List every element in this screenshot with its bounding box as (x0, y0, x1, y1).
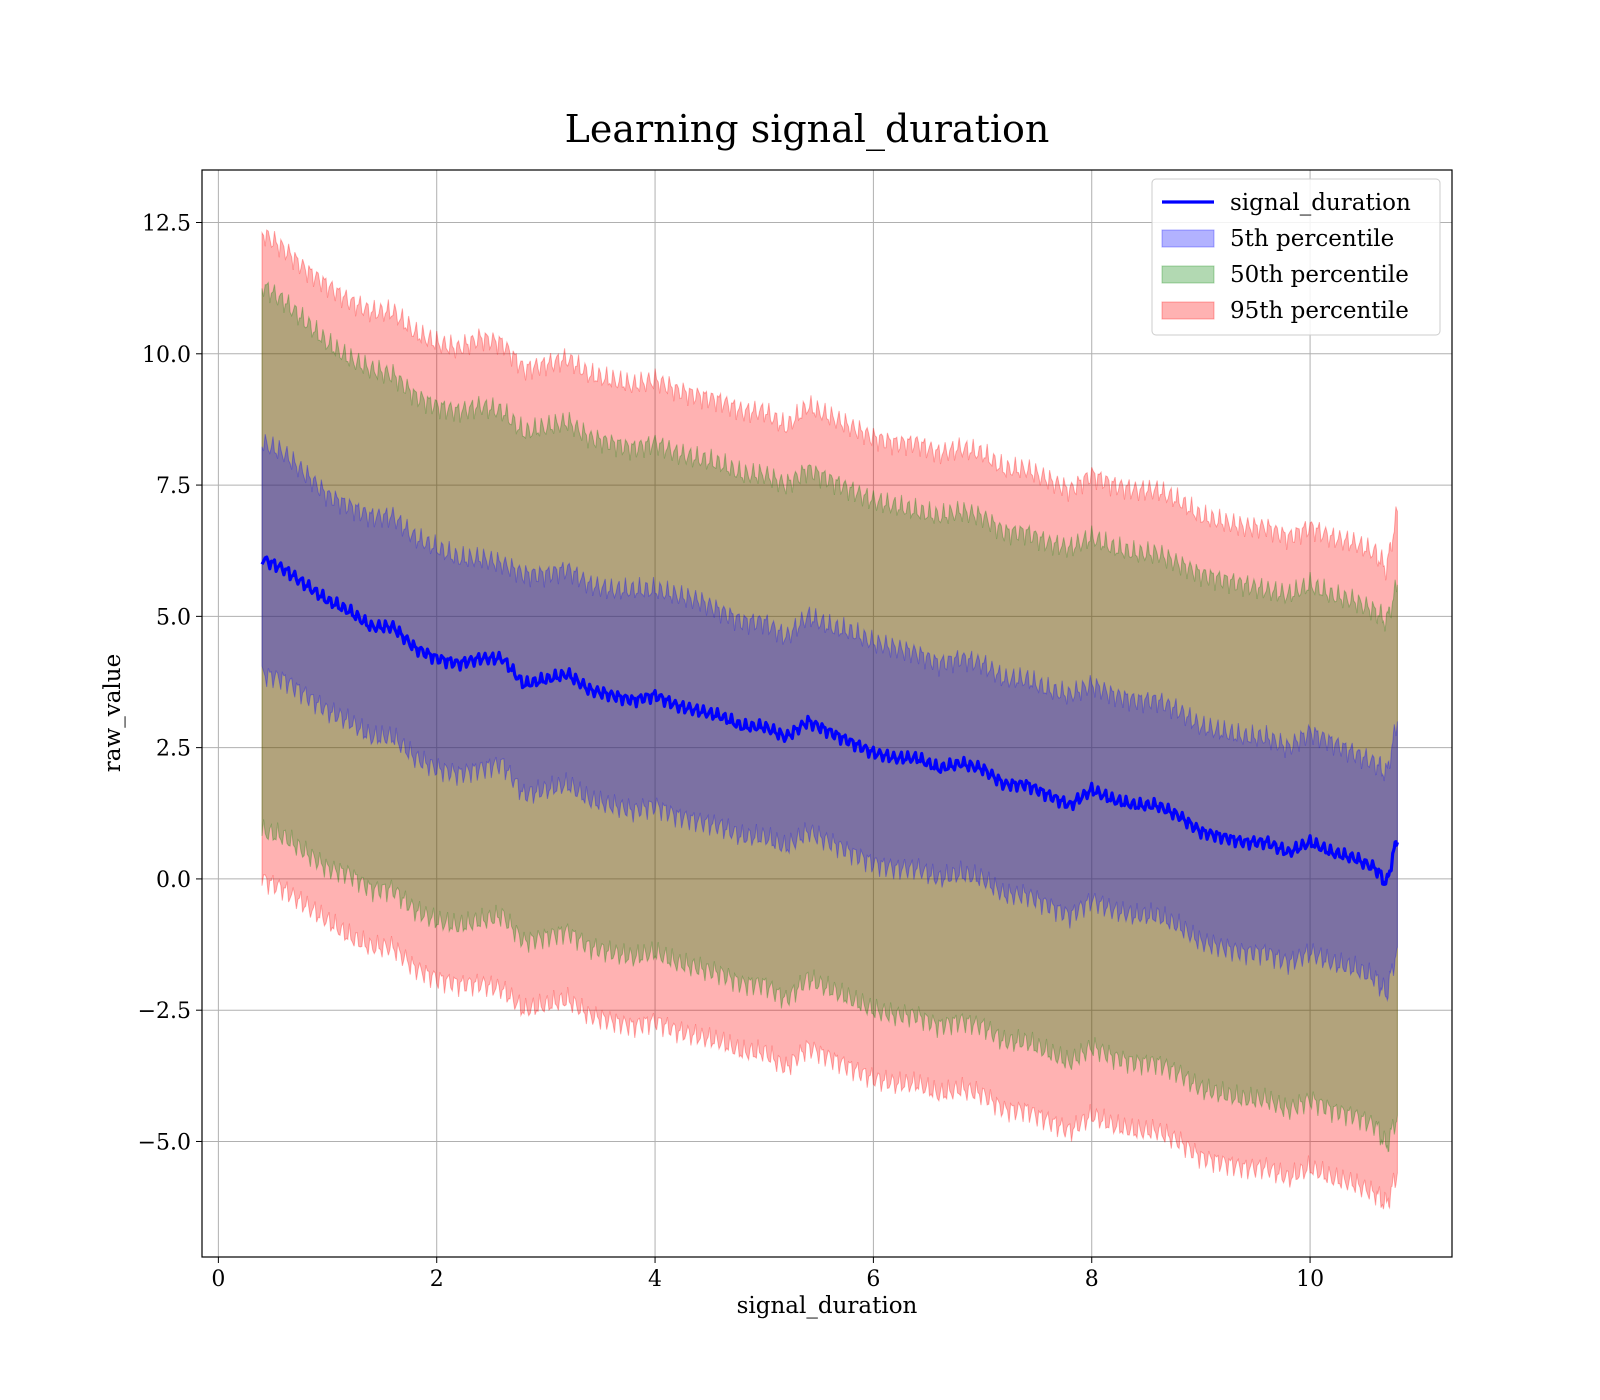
y-tick-label: 5.0 (156, 605, 191, 630)
y-tick-label: 7.5 (156, 474, 191, 499)
series-line-signal_duration (260, 555, 1399, 886)
chart-title: Learning signal_duration (565, 107, 1050, 152)
y-tick-label: −2.5 (138, 999, 191, 1024)
y-tick-label: 0.0 (156, 868, 191, 893)
legend-swatch (1161, 301, 1215, 320)
band-95th-percentile (261, 229, 1398, 1210)
legend-label: 50th percentile (1230, 262, 1409, 288)
y-tick-label: −5.0 (138, 1130, 191, 1155)
y-tick-label: 2.5 (156, 737, 191, 762)
y-tick-label: 10.0 (142, 343, 191, 368)
legend-label: signal_duration (1230, 190, 1411, 216)
band-50th-percentile (261, 281, 1398, 1153)
legend-swatch (1161, 229, 1215, 248)
plot-frame (201, 169, 1453, 1258)
x-tick-label: 6 (866, 1267, 880, 1292)
legend-swatch (1161, 265, 1215, 284)
percentile-bands (261, 229, 1398, 1210)
y-tick-label: 12.5 (142, 212, 191, 237)
legend-box (1151, 178, 1441, 336)
x-tick-label: 2 (430, 1267, 444, 1292)
data-lines (260, 555, 1399, 886)
axis-ticks: 0 2 4 6 8 10 −5.0 −2.5 0.0 2.5 5.0 7.5 10.0 12.5 (138, 212, 1325, 1292)
y-axis-label: raw_value (100, 654, 126, 772)
legend-label: 95th percentile (1230, 298, 1409, 324)
legend: signal_duration 5th percentile 50th percen… (1151, 178, 1441, 336)
x-tick-label: 10 (1296, 1267, 1324, 1292)
legend-label: 5th percentile (1230, 226, 1394, 252)
x-tick-label: 4 (648, 1267, 662, 1292)
band-5th-percentile (261, 434, 1398, 1003)
x-tick-label: 0 (211, 1267, 225, 1292)
x-tick-label: 8 (1085, 1267, 1099, 1292)
x-axis-label: signal_duration (737, 1293, 918, 1319)
